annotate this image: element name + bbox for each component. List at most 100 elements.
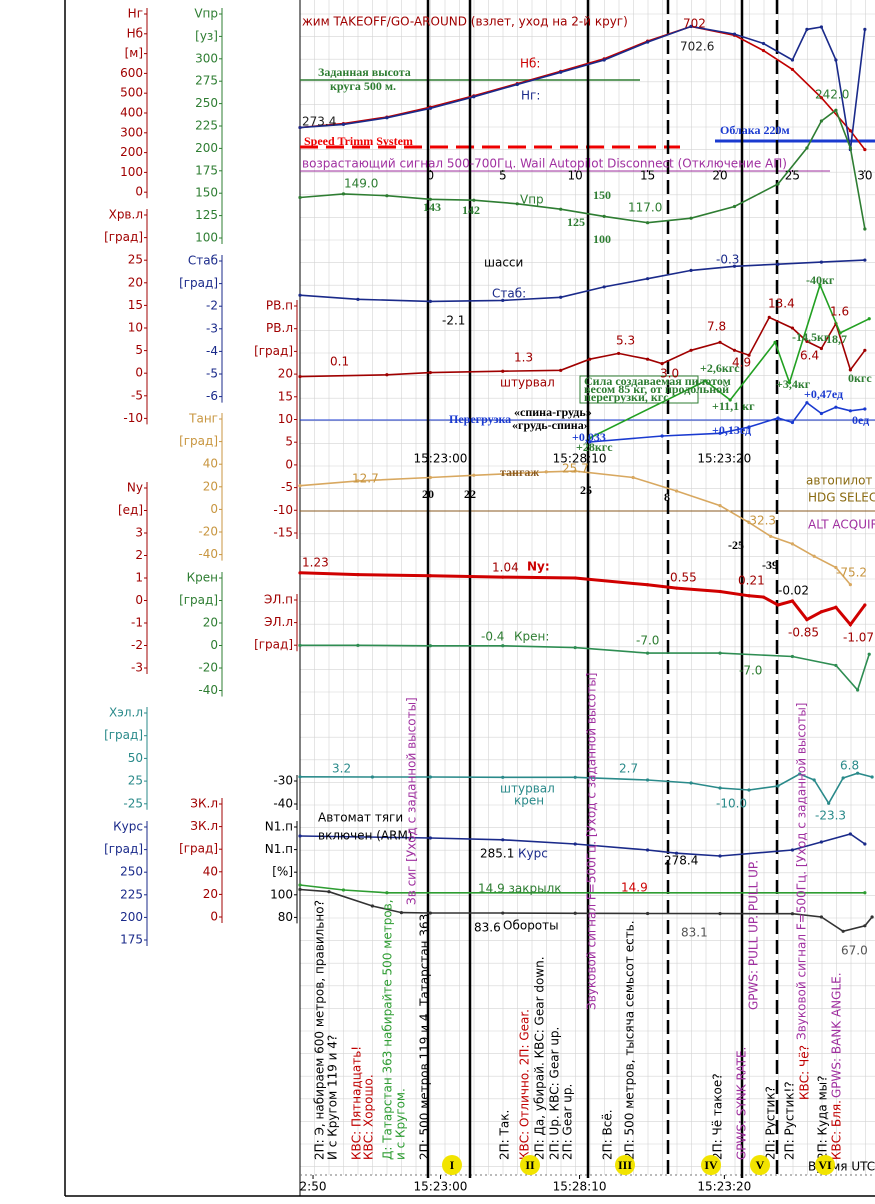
trace-point bbox=[689, 24, 693, 28]
trace-point bbox=[819, 119, 824, 123]
scale-label: 200 bbox=[120, 145, 143, 159]
transcript-line: 2П: Да, убирай. КВС: Gear down. bbox=[533, 956, 547, 1160]
trace-point bbox=[790, 58, 795, 62]
annotation: 0.21 bbox=[738, 574, 765, 588]
trace-point bbox=[399, 911, 403, 915]
trace-point bbox=[428, 197, 432, 201]
trace-point bbox=[660, 362, 664, 366]
annotation: тангаж bbox=[500, 465, 539, 479]
annotation: Заданная высота bbox=[318, 65, 411, 79]
trace bbox=[299, 25, 866, 151]
trace-point bbox=[790, 67, 795, 72]
event-marker bbox=[750, 1155, 770, 1175]
trace-point bbox=[761, 41, 766, 46]
annotation: -0.3 bbox=[716, 253, 739, 267]
annotation: -0.85 bbox=[788, 626, 819, 640]
trace-point bbox=[790, 542, 795, 546]
trace-point bbox=[602, 214, 606, 218]
annotation: 13.4 bbox=[768, 297, 795, 311]
scale-label: 275 bbox=[195, 74, 218, 88]
scale-label: ЗК.л bbox=[190, 797, 218, 811]
trace-point bbox=[298, 883, 302, 887]
trace-point bbox=[660, 434, 664, 438]
trace-point bbox=[790, 654, 795, 659]
trace-point bbox=[588, 440, 592, 444]
transcript-line: 2П: Э, набираем 600 метров, правильно? bbox=[313, 900, 327, 1160]
trace-point bbox=[646, 40, 650, 44]
scale-label: 3 bbox=[135, 526, 143, 540]
annotation: 12.7 bbox=[352, 472, 379, 486]
scale-label: 400 bbox=[120, 106, 143, 120]
scale-label: 80 bbox=[278, 910, 293, 924]
annotation: -7.0 bbox=[739, 664, 762, 678]
trace-point bbox=[863, 27, 867, 31]
trace-point bbox=[790, 848, 795, 852]
event-marker bbox=[701, 1155, 721, 1175]
annotation: 4.9 bbox=[732, 356, 751, 370]
trace-point bbox=[385, 373, 389, 377]
transcript-line: Зв сиг [Уход с заданной высоты] bbox=[405, 697, 419, 905]
trace-point bbox=[819, 840, 824, 844]
annotation: ALT ACQUIRE bbox=[808, 518, 875, 532]
transcript-line: Д: Татарстан 363 набирайте 500 метров, bbox=[381, 899, 395, 1160]
trace-point bbox=[848, 583, 852, 587]
trace-point bbox=[356, 643, 360, 647]
scale-label: 0 bbox=[285, 457, 293, 471]
time-label: 15:23:20 bbox=[697, 452, 751, 466]
trace-point bbox=[370, 904, 375, 908]
transcript-line: GPWS: BANK ANGLE. bbox=[830, 972, 844, 1098]
trace-point bbox=[573, 911, 577, 915]
scale-label: 500 bbox=[120, 86, 143, 100]
trace-point bbox=[870, 775, 874, 779]
trace-point bbox=[718, 431, 722, 435]
scale-label: 20 bbox=[203, 887, 218, 901]
trace-point bbox=[834, 565, 838, 570]
scale-label: N1.п bbox=[265, 842, 293, 856]
annotation: 25.7 bbox=[562, 462, 589, 476]
trace-point bbox=[674, 851, 679, 855]
trace-point bbox=[689, 781, 693, 785]
trace-point bbox=[856, 688, 860, 692]
scale-label: [ед] bbox=[118, 503, 143, 517]
trace-point bbox=[776, 603, 780, 607]
scale-label: 0 bbox=[135, 185, 143, 199]
scale-label: 300 bbox=[120, 125, 143, 139]
scale-label: -1 bbox=[131, 616, 143, 630]
trace-point bbox=[790, 599, 795, 603]
annotation: 125 bbox=[567, 215, 585, 229]
second-tick-label: 5 bbox=[499, 169, 507, 183]
trace-point bbox=[356, 479, 360, 483]
scale-label: [%] bbox=[272, 865, 293, 879]
scale-label: -5 bbox=[206, 367, 218, 381]
trace-point bbox=[805, 618, 809, 622]
annotation: весом 85 кг, от продольной bbox=[584, 382, 729, 396]
trace-point bbox=[747, 594, 751, 598]
annotation: 83.6 bbox=[474, 921, 501, 935]
scale-label: ЭЛ.п bbox=[264, 593, 293, 607]
trace-point bbox=[848, 832, 852, 836]
scale-label: [град] bbox=[104, 230, 143, 244]
time-label: 15:28:10 bbox=[553, 1180, 607, 1194]
trace-point bbox=[732, 348, 737, 352]
annotation: 150 bbox=[593, 188, 611, 202]
trace-point bbox=[298, 484, 302, 488]
scale-label: Vпр bbox=[194, 7, 218, 21]
scale-label: -40 bbox=[273, 797, 293, 811]
transcript-line: 2П: Так. bbox=[498, 1110, 512, 1160]
annotation: возрастающий сигнал 500-700Гц. Wail Auto… bbox=[302, 157, 787, 171]
scale-label: [град] bbox=[179, 842, 218, 856]
trace-point bbox=[819, 915, 824, 919]
force-note-box bbox=[579, 375, 699, 404]
annotation: -7.0 bbox=[636, 634, 659, 648]
annotation: 1.6 bbox=[830, 305, 849, 319]
trace-point bbox=[341, 192, 346, 196]
annotation: жим TAKEOFF/GO-AROUND (взлет, уход на 2-… bbox=[302, 15, 628, 29]
trace-point bbox=[646, 221, 650, 225]
scale-label: 5 bbox=[285, 435, 293, 449]
trace-point bbox=[472, 95, 476, 99]
scale-label: 1 bbox=[135, 571, 143, 585]
scale-label: 15 bbox=[128, 298, 143, 312]
